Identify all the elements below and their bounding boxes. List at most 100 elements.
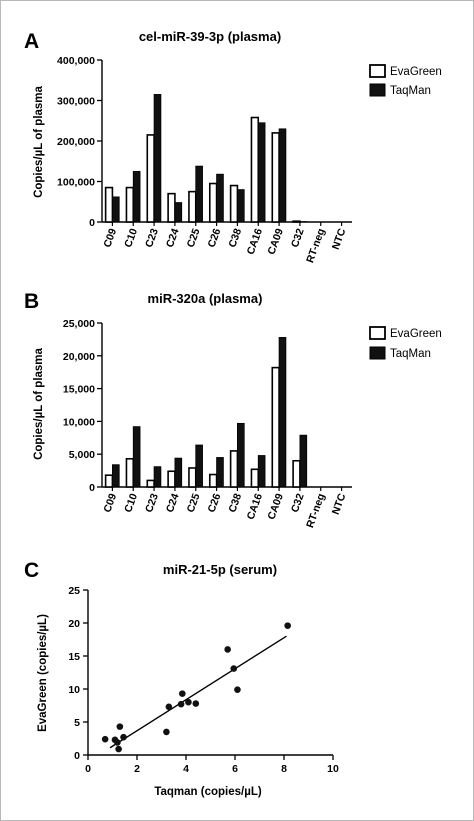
- x-tick-label: CA09: [265, 492, 286, 521]
- bar-taqman-ca09: [278, 337, 287, 488]
- legend-label-evagreen: EvaGreen: [390, 328, 442, 340]
- bar-evagreen-c38: [229, 450, 239, 488]
- x-tick-label: 0: [85, 763, 91, 775]
- chart-title-b: miR-320a (plasma): [148, 291, 263, 306]
- bar-evagreen-ca16: [250, 116, 260, 223]
- x-tick-label: NTC: [330, 492, 349, 517]
- x-tick-label: C25: [185, 227, 203, 249]
- scatter-point-15: [234, 686, 241, 693]
- x-tick-label: C38: [226, 492, 244, 514]
- y-tick-label: 10: [68, 684, 80, 696]
- y-axis-label-b: Copies/µL of plasma: [33, 347, 45, 459]
- scatter-point-14: [230, 665, 238, 672]
- x-tick-label: C38: [226, 227, 244, 249]
- scatter-point-16: [284, 622, 291, 629]
- scatter-point-11: [185, 698, 192, 706]
- y-axis-label-c: EvaGreen (copies/µL): [37, 614, 49, 732]
- y-tick-label: 0: [89, 482, 95, 494]
- x-tick-label: C10: [122, 227, 140, 249]
- y-tick-label: 15: [68, 651, 80, 663]
- y-tick-label: 400,000: [57, 55, 95, 67]
- legend-label-evagreen: EvaGreen: [390, 66, 442, 78]
- x-tick-label: C26: [206, 227, 224, 249]
- x-tick-label: 8: [281, 763, 287, 775]
- bar-taqman-c38: [237, 422, 245, 488]
- y-tick-label: 300,000: [57, 96, 95, 108]
- legend-label-taqman: TaqMan: [390, 85, 431, 97]
- scatter-point-1: [101, 735, 109, 743]
- bar-evagreen-c32: [292, 220, 301, 223]
- bar-taqman-c09: [112, 464, 120, 488]
- legend-swatch-taqman: [369, 83, 386, 97]
- y-tick-label: 25: [68, 585, 80, 597]
- bar-taqman-c24: [174, 457, 183, 488]
- x-tick-label: C32: [289, 227, 307, 249]
- x-tick-label: C26: [206, 492, 224, 514]
- bar-evagreen-c26: [208, 182, 218, 223]
- y-tick-label: 10,000: [63, 416, 95, 428]
- bar-taqman-c09: [112, 196, 120, 223]
- y-axis-label-a: Copies/µL of plasma: [33, 85, 45, 197]
- x-tick-label: C23: [143, 492, 161, 514]
- bar-evagreen-c09: [104, 474, 114, 488]
- scatter-point-13: [224, 646, 231, 653]
- bar-taqman-c10: [132, 426, 141, 488]
- scatter-point-9: [177, 700, 185, 708]
- bar-evagreen-ca09: [271, 132, 280, 223]
- bar-taqman-c38: [237, 189, 245, 223]
- bar-evagreen-c23: [146, 134, 155, 223]
- bar-taqman-ca16: [257, 455, 266, 488]
- bar-evagreen-c26: [208, 473, 218, 488]
- legend-swatch-evagreen: [369, 64, 386, 78]
- bar-evagreen-c25: [188, 467, 197, 488]
- legend-swatch-taqman: [369, 346, 386, 360]
- scatter-point-8: [165, 703, 173, 711]
- scatter-point-10: [179, 690, 186, 697]
- y-tick-label: 20: [68, 618, 80, 630]
- bar-evagreen-c32: [292, 459, 301, 488]
- bar-taqman-c23: [153, 466, 162, 488]
- scatter-point-5: [116, 723, 124, 730]
- x-tick-label: 6: [232, 763, 238, 775]
- bar-taqman-c23: [153, 94, 162, 223]
- scatter-point-3: [114, 739, 121, 746]
- bar-taqman-ca16: [257, 122, 266, 223]
- legend-a: EvaGreen TaqMan: [369, 64, 442, 97]
- panel-letter-b: B: [24, 290, 39, 313]
- x-tick-label: C25: [185, 492, 203, 514]
- y-tick-label: 100,000: [57, 177, 95, 189]
- x-tick-label: C10: [122, 492, 140, 514]
- bar-evagreen-c23: [146, 479, 155, 488]
- x-tick-label: C09: [101, 227, 119, 249]
- x-axis-label-c: Taqman (copies/µL): [154, 786, 262, 798]
- bar-evagreen-c38: [229, 184, 239, 223]
- bar-evagreen-c10: [125, 457, 135, 488]
- x-tick-label: C32: [289, 492, 307, 514]
- y-tick-label: 0: [89, 217, 95, 229]
- bar-evagreen-c24: [167, 192, 176, 223]
- scatter-plot-c: 0 5 10 15 20 25 0 2 4 6 8 10: [68, 585, 339, 775]
- y-tick-label: 15,000: [63, 384, 95, 396]
- x-tick-label: C23: [143, 227, 161, 249]
- bar-evagreen-c24: [167, 470, 176, 488]
- x-tick-label: CA09: [265, 227, 286, 256]
- panel-letter-c: C: [24, 559, 39, 582]
- panel-c: C miR-21-5p (serum) EvaGreen (copies/µL)…: [24, 559, 339, 798]
- panel-letter-a: A: [24, 30, 39, 53]
- x-tick-label: C24: [164, 227, 182, 249]
- regression-line: [109, 635, 287, 749]
- x-tick-label: RT-neg: [304, 227, 327, 265]
- panel-a: A cel-miR-39-3p (plasma) Copies/µL of pl…: [24, 29, 442, 264]
- bar-evagreen-c10: [125, 186, 135, 223]
- scatter-point-7: [163, 728, 170, 736]
- chart-title-a: cel-miR-39-3p (plasma): [139, 29, 281, 44]
- y-tick-label: 25,000: [63, 318, 95, 330]
- x-tick-label: C24: [164, 492, 182, 514]
- x-tick-label: RT-neg: [304, 492, 327, 530]
- y-tick-label: 5: [74, 717, 80, 729]
- bar-taqman-c32: [299, 434, 308, 488]
- x-tick-label: CA16: [245, 227, 266, 256]
- x-tick-label: 10: [327, 763, 339, 775]
